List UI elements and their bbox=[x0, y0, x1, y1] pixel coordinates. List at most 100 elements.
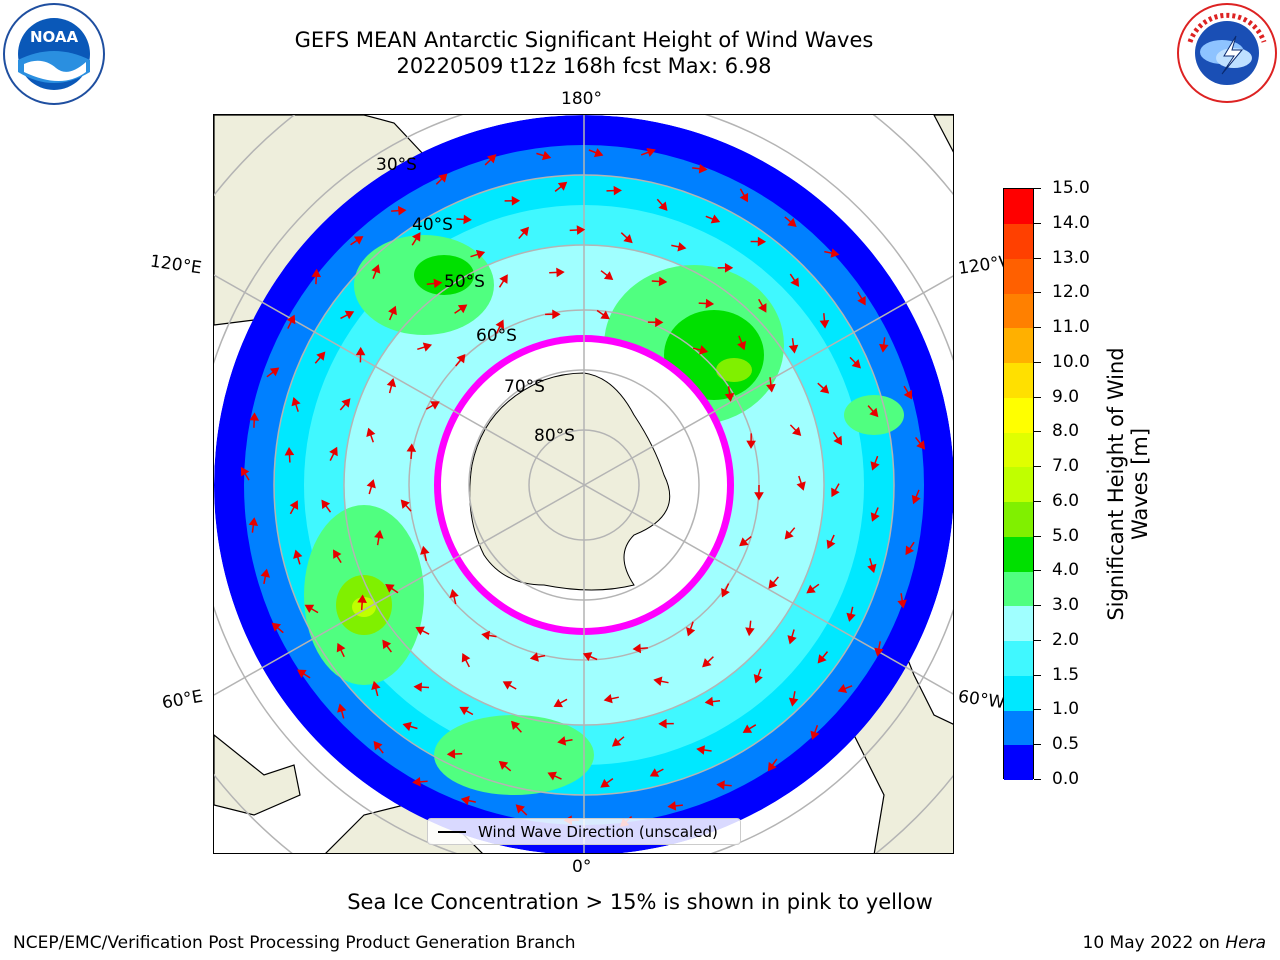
wind-wave-arrowhead bbox=[724, 392, 735, 402]
wind-wave-arrowhead bbox=[746, 440, 756, 449]
wind-wave-arrowhead bbox=[721, 588, 730, 598]
wind-wave-arrowhead bbox=[699, 345, 709, 355]
colorbar-tick bbox=[1034, 744, 1041, 746]
legend-label: Wind Wave Direction (unscaled) bbox=[478, 823, 718, 841]
colorbar-bin bbox=[1004, 467, 1033, 503]
colorbar-tick bbox=[1034, 709, 1041, 711]
wind-wave-arrowhead bbox=[333, 549, 342, 559]
wind-wave-arrowhead bbox=[406, 443, 417, 452]
wind-wave-arrowhead bbox=[653, 676, 663, 687]
colorbar-bin bbox=[1004, 536, 1033, 572]
map-legend: Wind Wave Direction (unscaled) bbox=[427, 818, 741, 845]
wind-wave-arrowhead bbox=[289, 500, 299, 510]
wind-wave-arrowhead bbox=[788, 344, 799, 354]
wind-wave-arrowhead bbox=[385, 584, 395, 593]
wind-wave-arrowhead bbox=[831, 487, 840, 498]
wind-wave-arrowhead bbox=[677, 242, 687, 252]
polar-map: 30°S 40°S 50°S 60°S 70°S 80°S bbox=[213, 114, 954, 854]
wind-wave-arrowhead bbox=[529, 652, 539, 662]
colorbar-label-line1: Significant Height of Wind bbox=[1104, 347, 1128, 621]
wind-wave-arrowhead bbox=[576, 225, 586, 235]
footer-date: 10 May 2022 on Hera bbox=[1083, 933, 1267, 953]
wind-wave-arrowhead bbox=[830, 248, 840, 258]
noaa-logo-icon: NOAA bbox=[3, 3, 105, 105]
wind-wave-arrowhead bbox=[857, 296, 866, 306]
lat-label-70s: 70°S bbox=[504, 377, 545, 397]
wind-wave-arrowhead bbox=[316, 351, 326, 361]
wind-wave-arrowhead bbox=[787, 635, 797, 645]
wind-wave-arrowhead bbox=[400, 499, 410, 509]
wind-wave-arrowhead bbox=[402, 721, 412, 732]
colorbar-bin bbox=[1004, 675, 1033, 711]
wind-wave-arrowhead bbox=[271, 622, 282, 632]
wind-wave-arrowhead bbox=[344, 310, 355, 320]
wind-wave-arrowhead bbox=[796, 481, 806, 491]
wind-wave-arrowhead bbox=[461, 653, 471, 663]
wind-wave-arrowhead bbox=[422, 342, 433, 352]
wind-wave-arrowhead bbox=[766, 383, 776, 393]
wind-wave-arrowhead bbox=[817, 654, 827, 664]
wind-wave-arrowhead bbox=[623, 234, 633, 244]
colorbar-tick bbox=[1034, 292, 1041, 294]
chart-title: GEFS MEAN Antarctic Significant Height o… bbox=[294, 28, 874, 52]
colorbar-bin bbox=[1004, 571, 1033, 607]
wind-wave-arrowhead bbox=[658, 201, 668, 211]
wind-wave-arrowhead bbox=[826, 539, 836, 550]
nws-logo-icon bbox=[1177, 3, 1277, 103]
wind-wave-arrowhead bbox=[667, 801, 677, 811]
wind-wave-arrowhead bbox=[293, 549, 303, 559]
colorbar-tick-label: 0.0 bbox=[1052, 769, 1080, 789]
wind-wave-arrowhead bbox=[463, 214, 472, 225]
footer-host: Hera bbox=[1225, 933, 1266, 953]
wind-wave-arrowhead bbox=[433, 278, 443, 289]
colorbar-bin bbox=[1004, 258, 1033, 294]
lat-label-60s: 60°S bbox=[476, 326, 517, 346]
wind-wave-arrowhead bbox=[366, 479, 376, 489]
lat-label-50s: 50°S bbox=[444, 272, 485, 292]
wind-wave-arrowhead bbox=[867, 563, 877, 574]
wind-wave-arrowhead bbox=[742, 724, 753, 733]
wind-wave-arrowhead bbox=[837, 684, 848, 693]
lat-label-30s: 30°S bbox=[376, 155, 417, 175]
wind-wave-arrowhead bbox=[819, 384, 830, 394]
wind-wave-arrowhead bbox=[382, 639, 392, 650]
wind-wave-arrowhead bbox=[874, 647, 884, 657]
wind-wave-arrowhead bbox=[851, 359, 861, 369]
colorbar-tick-label: 6.0 bbox=[1052, 490, 1080, 511]
colorbar-label: Significant Height of Wind Waves [m] bbox=[1104, 347, 1152, 620]
wind-wave-arrowhead bbox=[790, 277, 800, 287]
wind-wave-arrowhead bbox=[846, 612, 856, 622]
wind-wave-arrowhead bbox=[600, 310, 610, 320]
colorbar bbox=[1003, 188, 1034, 781]
wind-wave-arrowhead bbox=[341, 398, 351, 408]
wind-wave-arrowhead bbox=[869, 407, 879, 418]
footer-credit: NCEP/EMC/Verification Post Processing Pr… bbox=[13, 933, 576, 953]
colorbar-tick bbox=[1034, 535, 1041, 537]
wind-wave-arrowhead bbox=[553, 698, 563, 708]
colorbar-bin bbox=[1004, 640, 1033, 676]
wind-wave-arrowhead bbox=[788, 697, 799, 707]
wind-wave-arrowhead bbox=[787, 217, 797, 227]
colorbar-bin bbox=[1004, 328, 1033, 364]
lat-label-80s: 80°S bbox=[534, 426, 575, 446]
colorbar-tick-label: 0.5 bbox=[1052, 734, 1080, 755]
lon-label-120e: 120°E bbox=[148, 251, 203, 279]
colorbar-tick bbox=[1034, 570, 1041, 572]
wind-wave-arrowhead bbox=[329, 446, 338, 457]
wind-wave-arrowhead bbox=[269, 367, 280, 377]
colorbar-tick bbox=[1034, 431, 1041, 433]
wind-wave-arrowhead bbox=[498, 760, 509, 770]
wind-wave-arrowhead bbox=[499, 274, 508, 284]
lon-label-0: 0° bbox=[572, 857, 592, 877]
wind-wave-arrowhead bbox=[611, 737, 622, 747]
wind-wave-arrowhead bbox=[430, 401, 440, 410]
colorbar-tick-label: 5.0 bbox=[1052, 525, 1080, 546]
wind-wave-arrowhead bbox=[758, 303, 767, 313]
antarctica bbox=[469, 372, 671, 591]
wind-wave-arrowhead bbox=[737, 340, 747, 351]
colorbar-tick-label: 9.0 bbox=[1052, 386, 1080, 407]
wind-wave-arrowhead bbox=[459, 706, 470, 716]
colorbar-tick-label: 3.0 bbox=[1052, 595, 1080, 616]
wind-wave-arrowhead bbox=[304, 604, 315, 613]
wind-wave-arrowhead bbox=[415, 626, 425, 636]
